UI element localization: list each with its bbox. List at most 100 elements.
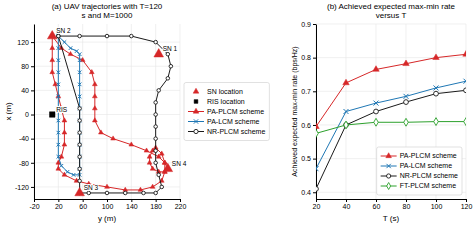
marker [78,155,82,159]
tick-mark [58,199,59,202]
tick-mark [313,91,316,92]
legend-label: PA-LCM scheme [207,118,259,125]
annotation: SN 1 [163,45,178,52]
tick: 120 [461,199,473,210]
grid-line [316,91,466,92]
annotation: SN 3 [84,184,99,191]
marker [78,131,82,135]
marker [138,187,143,191]
marker [157,173,161,177]
marker [92,118,97,122]
tick-mark [346,199,347,202]
marker [434,91,439,96]
legend-marker [386,164,390,168]
tick-label: 0.9 [301,21,311,28]
tick-mark [107,199,108,202]
tick: 0 [25,111,34,118]
marker [154,161,158,165]
y-axis: -120-80-4004080120 [15,25,35,200]
tick-mark [313,192,316,193]
grid-line [34,138,180,139]
legend-marker [194,100,198,104]
marker [78,119,82,123]
y-axis-title: Achieved expected max-min rate (bps/Hz) [291,46,299,176]
tick-mark [436,199,437,202]
legend: PA-PLCM schemePA-LCM schemeNR-PLCM schem… [377,147,462,195]
grid-line [82,24,83,199]
tick-label: 40 [343,203,351,210]
tick-label: 20 [55,203,63,210]
marker [78,143,82,147]
marker [166,77,170,81]
x-axis: 20406080100120 [313,199,473,210]
marker [433,54,439,60]
tick: 140 [126,199,138,210]
legend-item: PA-LCM scheme [381,162,452,169]
background [0,0,474,225]
line [58,36,171,193]
marker [57,143,61,147]
legend-box [184,83,269,141]
marker [78,143,82,147]
tick-label: 80 [403,203,411,210]
legend-item: RIS location [194,98,245,105]
tick-mark [180,199,181,202]
marker [78,119,82,123]
tick-label: 0 [25,111,29,118]
tick-mark [31,187,34,188]
marker [69,46,73,50]
tick: 120 [17,39,34,46]
tick-mark [31,139,34,140]
tick-label: 140 [126,203,138,210]
marker [78,131,82,135]
series [316,51,466,129]
tick-label: 60 [373,203,381,210]
marker [62,130,67,134]
chart: -202060100140180220-120-80-4004080120y (… [0,0,474,225]
grid-line [316,24,317,199]
marker [50,45,55,49]
tick-label: 180 [150,203,162,210]
legend-item: PA-LCM scheme [188,118,259,125]
marker [157,89,161,93]
marker [78,83,82,87]
marker [62,118,67,122]
marker [316,123,319,129]
legend-label: RIS location [207,98,245,105]
legend-marker [194,129,198,133]
marker [60,164,64,168]
marker [374,101,379,106]
legend-label: NR-PLCM scheme [400,172,458,179]
tick-label: 0.4 [301,189,311,196]
tick: 20 [313,199,321,210]
tick-label: 40 [21,87,29,94]
marker [464,88,466,93]
series [50,33,170,191]
legend-label: PA-LCM scheme [400,162,452,169]
legend-item: SN location [193,88,243,95]
tick: -80 [19,160,34,167]
grid-line [131,24,132,199]
legend-marker [194,119,198,123]
tick-mark [156,199,157,202]
marker [78,58,82,62]
tick-mark [466,199,467,202]
marker [463,51,466,57]
tick: 40 [21,87,34,94]
legend-item: NR-PLCM scheme [381,172,458,179]
marker [87,191,91,195]
grid-line [107,24,108,199]
marker [162,160,167,164]
tick-label: -80 [19,160,29,167]
axis-line [316,25,317,200]
tick: 40 [343,199,351,210]
legend-item: NR-PLCM scheme [188,128,265,135]
marker [78,95,82,99]
tick: 220 [175,199,187,210]
marker [373,66,379,72]
tick: -120 [15,184,34,191]
marker [316,166,318,171]
marker [99,130,104,134]
legend-marker [387,174,391,178]
marker [160,185,164,189]
